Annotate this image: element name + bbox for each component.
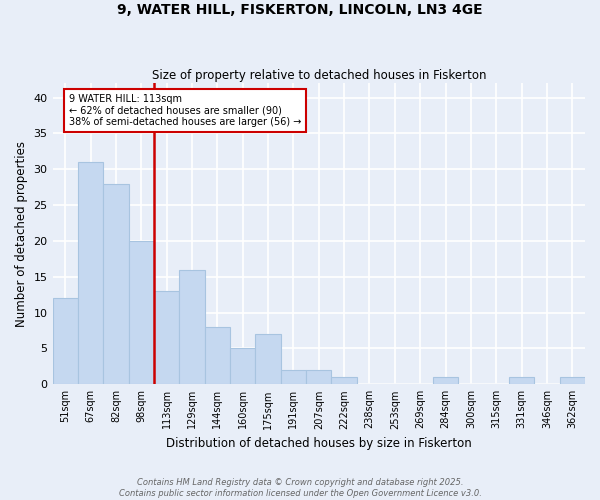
Text: 9, WATER HILL, FISKERTON, LINCOLN, LN3 4GE: 9, WATER HILL, FISKERTON, LINCOLN, LN3 4… (117, 2, 483, 16)
Bar (128, 241, 154, 384)
Bar (331, 377, 357, 384)
Text: Contains HM Land Registry data © Crown copyright and database right 2025.
Contai: Contains HM Land Registry data © Crown c… (119, 478, 481, 498)
Bar (509, 377, 534, 384)
Text: 9 WATER HILL: 113sqm
← 62% of detached houses are smaller (90)
38% of semi-detac: 9 WATER HILL: 113sqm ← 62% of detached h… (68, 94, 301, 127)
Bar (78, 162, 103, 384)
Title: Size of property relative to detached houses in Fiskerton: Size of property relative to detached ho… (152, 69, 486, 82)
Bar (53, 298, 78, 384)
Bar (306, 370, 331, 384)
X-axis label: Distribution of detached houses by size in Fiskerton: Distribution of detached houses by size … (166, 437, 472, 450)
Bar (230, 348, 256, 384)
Bar (560, 377, 585, 384)
Bar (205, 327, 230, 384)
Bar (256, 334, 281, 384)
Y-axis label: Number of detached properties: Number of detached properties (15, 140, 28, 326)
Bar (103, 184, 128, 384)
Bar (179, 270, 205, 384)
Bar (281, 370, 306, 384)
Bar (154, 291, 179, 384)
Bar (433, 377, 458, 384)
